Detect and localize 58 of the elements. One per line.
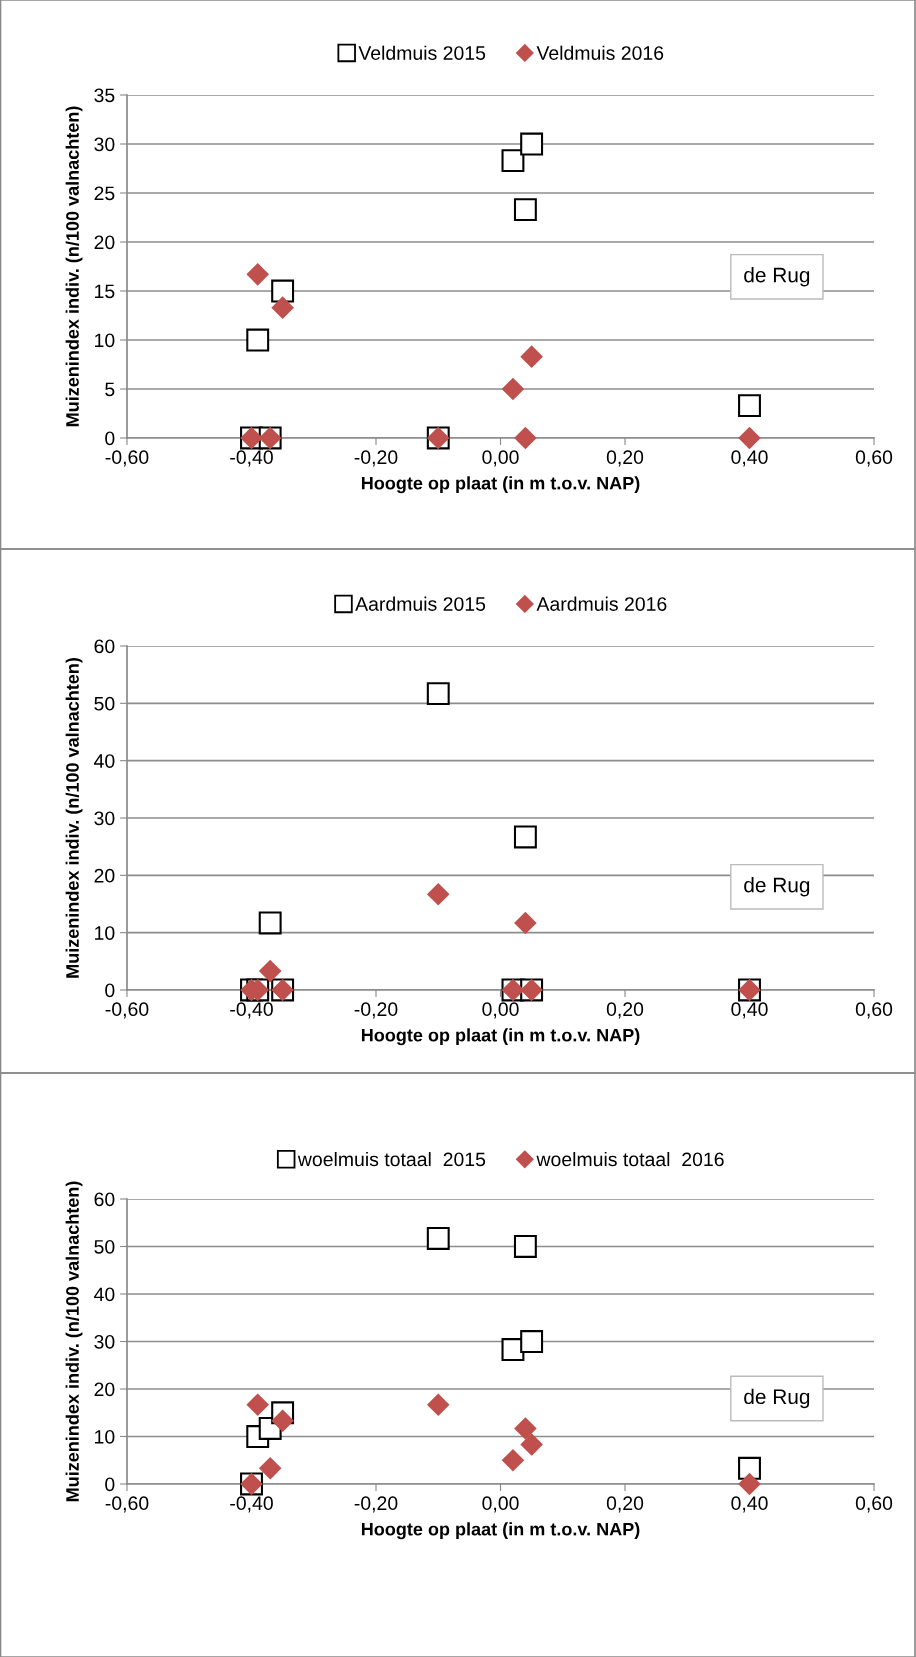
legend-label: Veldmuis 2015 (358, 45, 486, 60)
x-tick-label: -0,40 (230, 450, 273, 467)
x-tick-label: -0,20 (354, 1496, 398, 1513)
annotation: de Rug (744, 267, 810, 287)
x-tick-label: 0,20 (606, 1002, 644, 1019)
y-tick-label: 5 (105, 382, 115, 397)
x-tick-label: -0,60 (105, 450, 149, 467)
y-tick-label: 35 (94, 88, 115, 103)
x-tick-label: 0,60 (855, 1496, 893, 1513)
y-tick-label: 15 (95, 284, 115, 299)
x-axis-title: Hoogte op plaat (in m t.o.v. NAP) (361, 476, 640, 494)
x-tick-label: -0,20 (354, 1002, 398, 1019)
y-tick-label: 20 (94, 1382, 115, 1397)
y-axis-title: Muizenindex indiv. (n/100 valnachten) (65, 1181, 83, 1502)
annotation: de Rug (744, 1388, 810, 1409)
x-tick-label: -0,60 (105, 1496, 149, 1513)
y-tick-label: 60 (94, 1192, 115, 1207)
legend-label: Aardmuis 2016 (536, 596, 667, 611)
legend-label: Aardmuis 2015 (355, 596, 486, 611)
y-tick-label: 10 (95, 1429, 115, 1444)
x-tick-label: 0,00 (482, 450, 519, 467)
x-tick-label: -0,40 (230, 1002, 273, 1019)
y-axis-title: Muizenindex indiv. (n/100 valnachten) (65, 106, 83, 427)
y-tick-label: 0 (105, 431, 115, 446)
x-tick-label: -0,40 (230, 1496, 273, 1513)
y-tick-label: 25 (94, 186, 115, 201)
y-tick-label: 40 (94, 754, 115, 768)
x-tick-label: -0,60 (105, 1002, 149, 1019)
y-axis-title: Muizenindex indiv. (n/100 valnachten) (65, 658, 83, 978)
y-tick-label: 40 (94, 1287, 115, 1302)
y-tick-label: 50 (94, 696, 115, 711)
x-tick-label: 0,20 (606, 1496, 644, 1513)
y-tick-label: 20 (94, 235, 115, 250)
y-tick-label: 20 (94, 868, 115, 883)
y-tick-label: 10 (95, 926, 115, 940)
x-tick-label: -0,20 (354, 450, 398, 467)
y-tick-label: 10 (95, 333, 115, 348)
x-tick-label: 0,40 (731, 1496, 768, 1513)
y-tick-label: 0 (105, 1477, 115, 1492)
y-tick-label: 0 (105, 983, 115, 998)
y-tick-label: 30 (94, 1334, 115, 1349)
legend-label: woelmuis totaal 2015 (297, 1151, 486, 1167)
x-tick-label: 0,40 (731, 1002, 768, 1019)
y-tick-label: 60 (94, 639, 115, 654)
annotation: de Rug (744, 877, 810, 897)
y-tick-label: 30 (94, 811, 115, 826)
x-axis-title: Hoogte op plaat (in m t.o.v. NAP) (361, 1522, 640, 1540)
legend-label: woelmuis totaal 2016 (536, 1151, 724, 1167)
x-tick-label: 0,20 (606, 450, 644, 467)
x-axis-title: Hoogte op plaat (in m t.o.v. NAP) (361, 1028, 640, 1046)
y-tick-label: 50 (94, 1239, 115, 1254)
x-tick-label: 0,00 (482, 1496, 519, 1513)
x-tick-label: 0,60 (855, 1002, 893, 1019)
x-tick-label: 0,00 (482, 1002, 519, 1019)
y-tick-label: 30 (94, 137, 115, 152)
legend-label: Veldmuis 2016 (536, 45, 664, 60)
x-tick-label: 0,40 (731, 450, 768, 467)
x-tick-label: 0,60 (855, 450, 893, 467)
